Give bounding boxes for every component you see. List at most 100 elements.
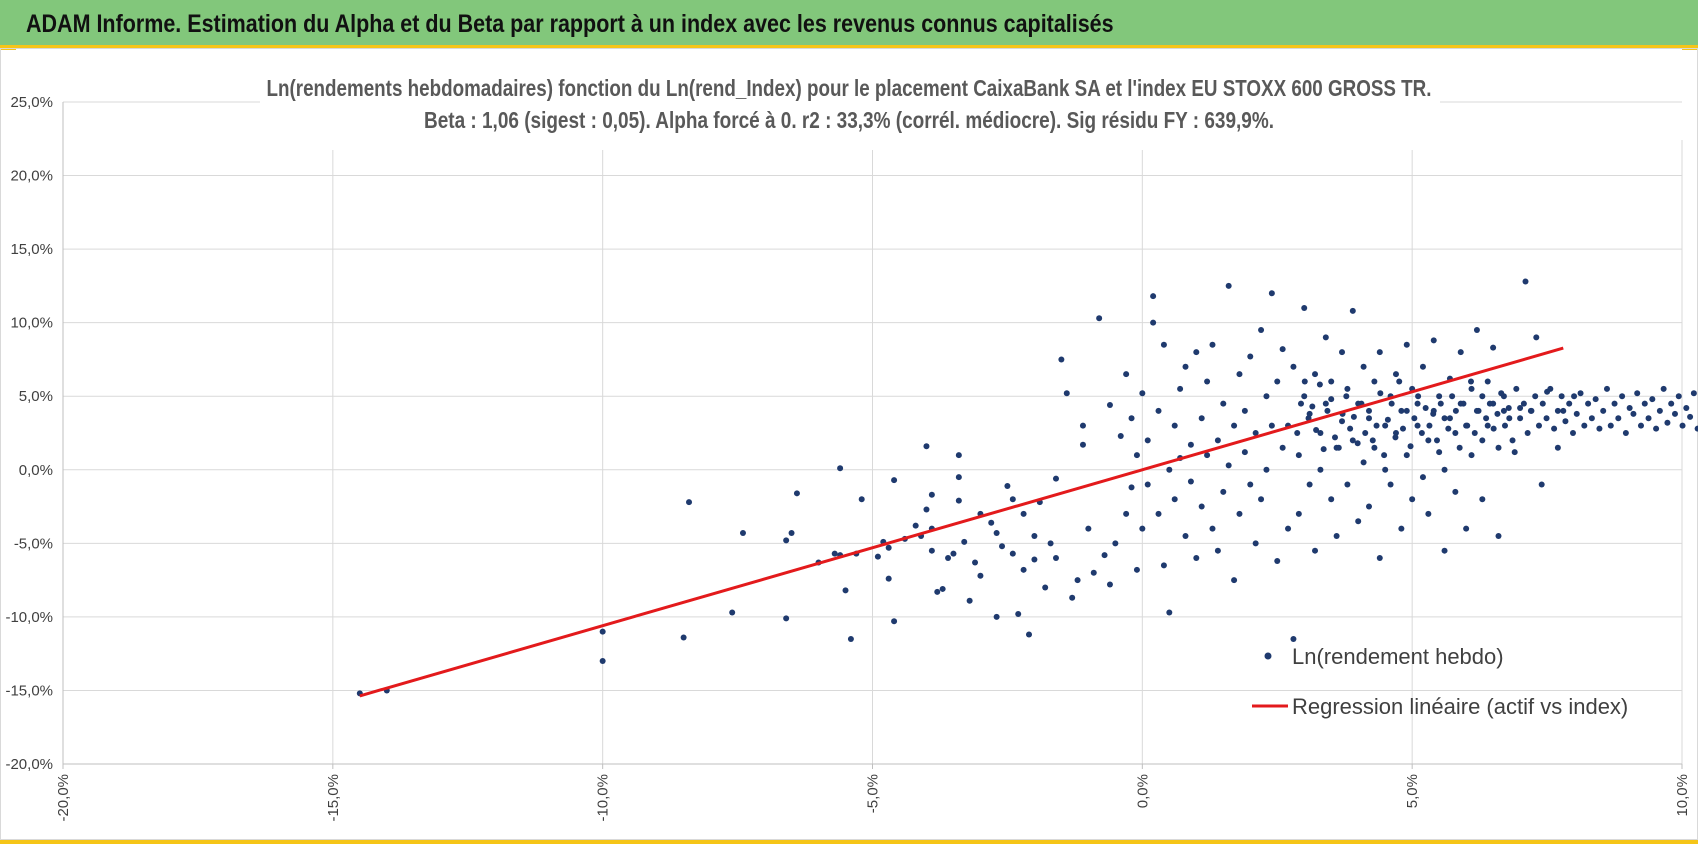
data-point bbox=[1231, 422, 1238, 429]
data-point bbox=[1415, 393, 1422, 400]
data-point bbox=[1349, 307, 1356, 314]
data-point bbox=[1069, 594, 1076, 601]
data-point bbox=[1355, 518, 1362, 525]
data-point bbox=[1486, 400, 1493, 407]
data-point bbox=[1554, 444, 1561, 451]
x-tick-label: -10,0% bbox=[595, 774, 612, 822]
data-point bbox=[1422, 404, 1429, 411]
y-tick-label: -10,0% bbox=[5, 609, 53, 626]
data-point bbox=[1577, 390, 1584, 397]
data-point bbox=[1619, 393, 1626, 400]
x-tick-label: 10,0% bbox=[1674, 774, 1691, 817]
data-point bbox=[1252, 540, 1259, 547]
data-point bbox=[1085, 525, 1092, 532]
data-point bbox=[1690, 390, 1697, 397]
data-point bbox=[1328, 496, 1335, 503]
data-point bbox=[891, 618, 898, 625]
data-point bbox=[1312, 547, 1319, 554]
data-point bbox=[1313, 427, 1320, 434]
data-point bbox=[1306, 481, 1313, 488]
data-point bbox=[1664, 419, 1671, 426]
data-point bbox=[1193, 555, 1200, 562]
data-point bbox=[1360, 459, 1367, 466]
data-point bbox=[1535, 422, 1542, 429]
data-point bbox=[1247, 481, 1254, 488]
data-point bbox=[1460, 400, 1467, 407]
data-point bbox=[1090, 569, 1097, 576]
y-tick-label: -20,0% bbox=[5, 756, 53, 773]
data-point bbox=[1317, 466, 1324, 473]
data-point bbox=[599, 628, 606, 635]
data-point bbox=[1479, 496, 1486, 503]
data-point bbox=[1377, 390, 1384, 397]
data-point bbox=[729, 609, 736, 616]
corner-marker-top-left bbox=[0, 45, 16, 50]
data-point bbox=[1403, 341, 1410, 348]
data-point bbox=[1150, 319, 1157, 326]
data-point bbox=[928, 547, 935, 554]
data-point bbox=[1600, 407, 1607, 414]
data-point bbox=[1079, 422, 1086, 429]
data-point bbox=[1645, 415, 1652, 422]
data-point bbox=[1649, 396, 1656, 403]
data-point bbox=[1101, 552, 1108, 559]
data-point bbox=[1382, 466, 1389, 473]
data-point bbox=[1349, 437, 1356, 444]
data-point bbox=[1106, 581, 1113, 588]
data-point bbox=[1079, 441, 1086, 448]
data-point bbox=[1316, 381, 1323, 388]
y-tick-label: 0,0% bbox=[19, 462, 53, 479]
data-point bbox=[1294, 430, 1301, 436]
data-point bbox=[1468, 385, 1475, 392]
y-tick-label: 25,0% bbox=[10, 94, 53, 111]
data-point bbox=[1585, 400, 1592, 407]
data-point bbox=[1392, 371, 1399, 378]
data-point bbox=[1052, 555, 1059, 562]
data-point bbox=[1268, 422, 1275, 429]
data-point bbox=[1182, 363, 1189, 370]
data-point bbox=[1274, 557, 1281, 564]
data-point bbox=[1626, 404, 1633, 411]
data-point bbox=[1177, 385, 1184, 392]
data-point bbox=[739, 530, 746, 537]
y-tick-label: -15,0% bbox=[5, 682, 53, 699]
data-point bbox=[1457, 349, 1464, 356]
data-point bbox=[1687, 413, 1694, 420]
x-tick-label: -20,0% bbox=[55, 774, 72, 822]
data-point bbox=[1204, 378, 1211, 385]
data-point bbox=[1560, 407, 1567, 414]
data-point bbox=[912, 522, 919, 529]
data-point bbox=[1322, 334, 1329, 341]
data-point bbox=[1596, 425, 1603, 432]
legend-label-points: Ln(rendement hebdo) bbox=[1292, 644, 1504, 669]
data-point bbox=[993, 613, 1000, 620]
data-point bbox=[1297, 400, 1304, 407]
data-point bbox=[1214, 547, 1221, 554]
data-point bbox=[1074, 577, 1081, 584]
data-point bbox=[1112, 540, 1119, 547]
data-point bbox=[1139, 390, 1146, 397]
data-point bbox=[1139, 525, 1146, 532]
data-point bbox=[1588, 415, 1595, 422]
data-point bbox=[1320, 446, 1327, 453]
data-point bbox=[1473, 327, 1480, 334]
data-point bbox=[1603, 385, 1610, 392]
data-point bbox=[1475, 407, 1482, 414]
data-point bbox=[1554, 407, 1561, 414]
data-point bbox=[1539, 400, 1546, 407]
data-point bbox=[1373, 422, 1380, 429]
data-point bbox=[1301, 378, 1308, 385]
data-point bbox=[1396, 378, 1403, 385]
data-point bbox=[874, 553, 881, 560]
data-point bbox=[1317, 430, 1324, 436]
data-point bbox=[1528, 407, 1535, 414]
data-point bbox=[831, 550, 838, 557]
data-point bbox=[1344, 385, 1351, 392]
data-point bbox=[1471, 430, 1478, 436]
y-tick-label: 10,0% bbox=[10, 315, 53, 332]
data-point bbox=[1517, 404, 1524, 411]
data-point bbox=[1058, 356, 1065, 363]
data-point bbox=[1123, 510, 1130, 517]
header-title: ADAM Informe. Estimation du Alpha et du … bbox=[26, 10, 1114, 38]
data-point bbox=[1381, 452, 1388, 459]
